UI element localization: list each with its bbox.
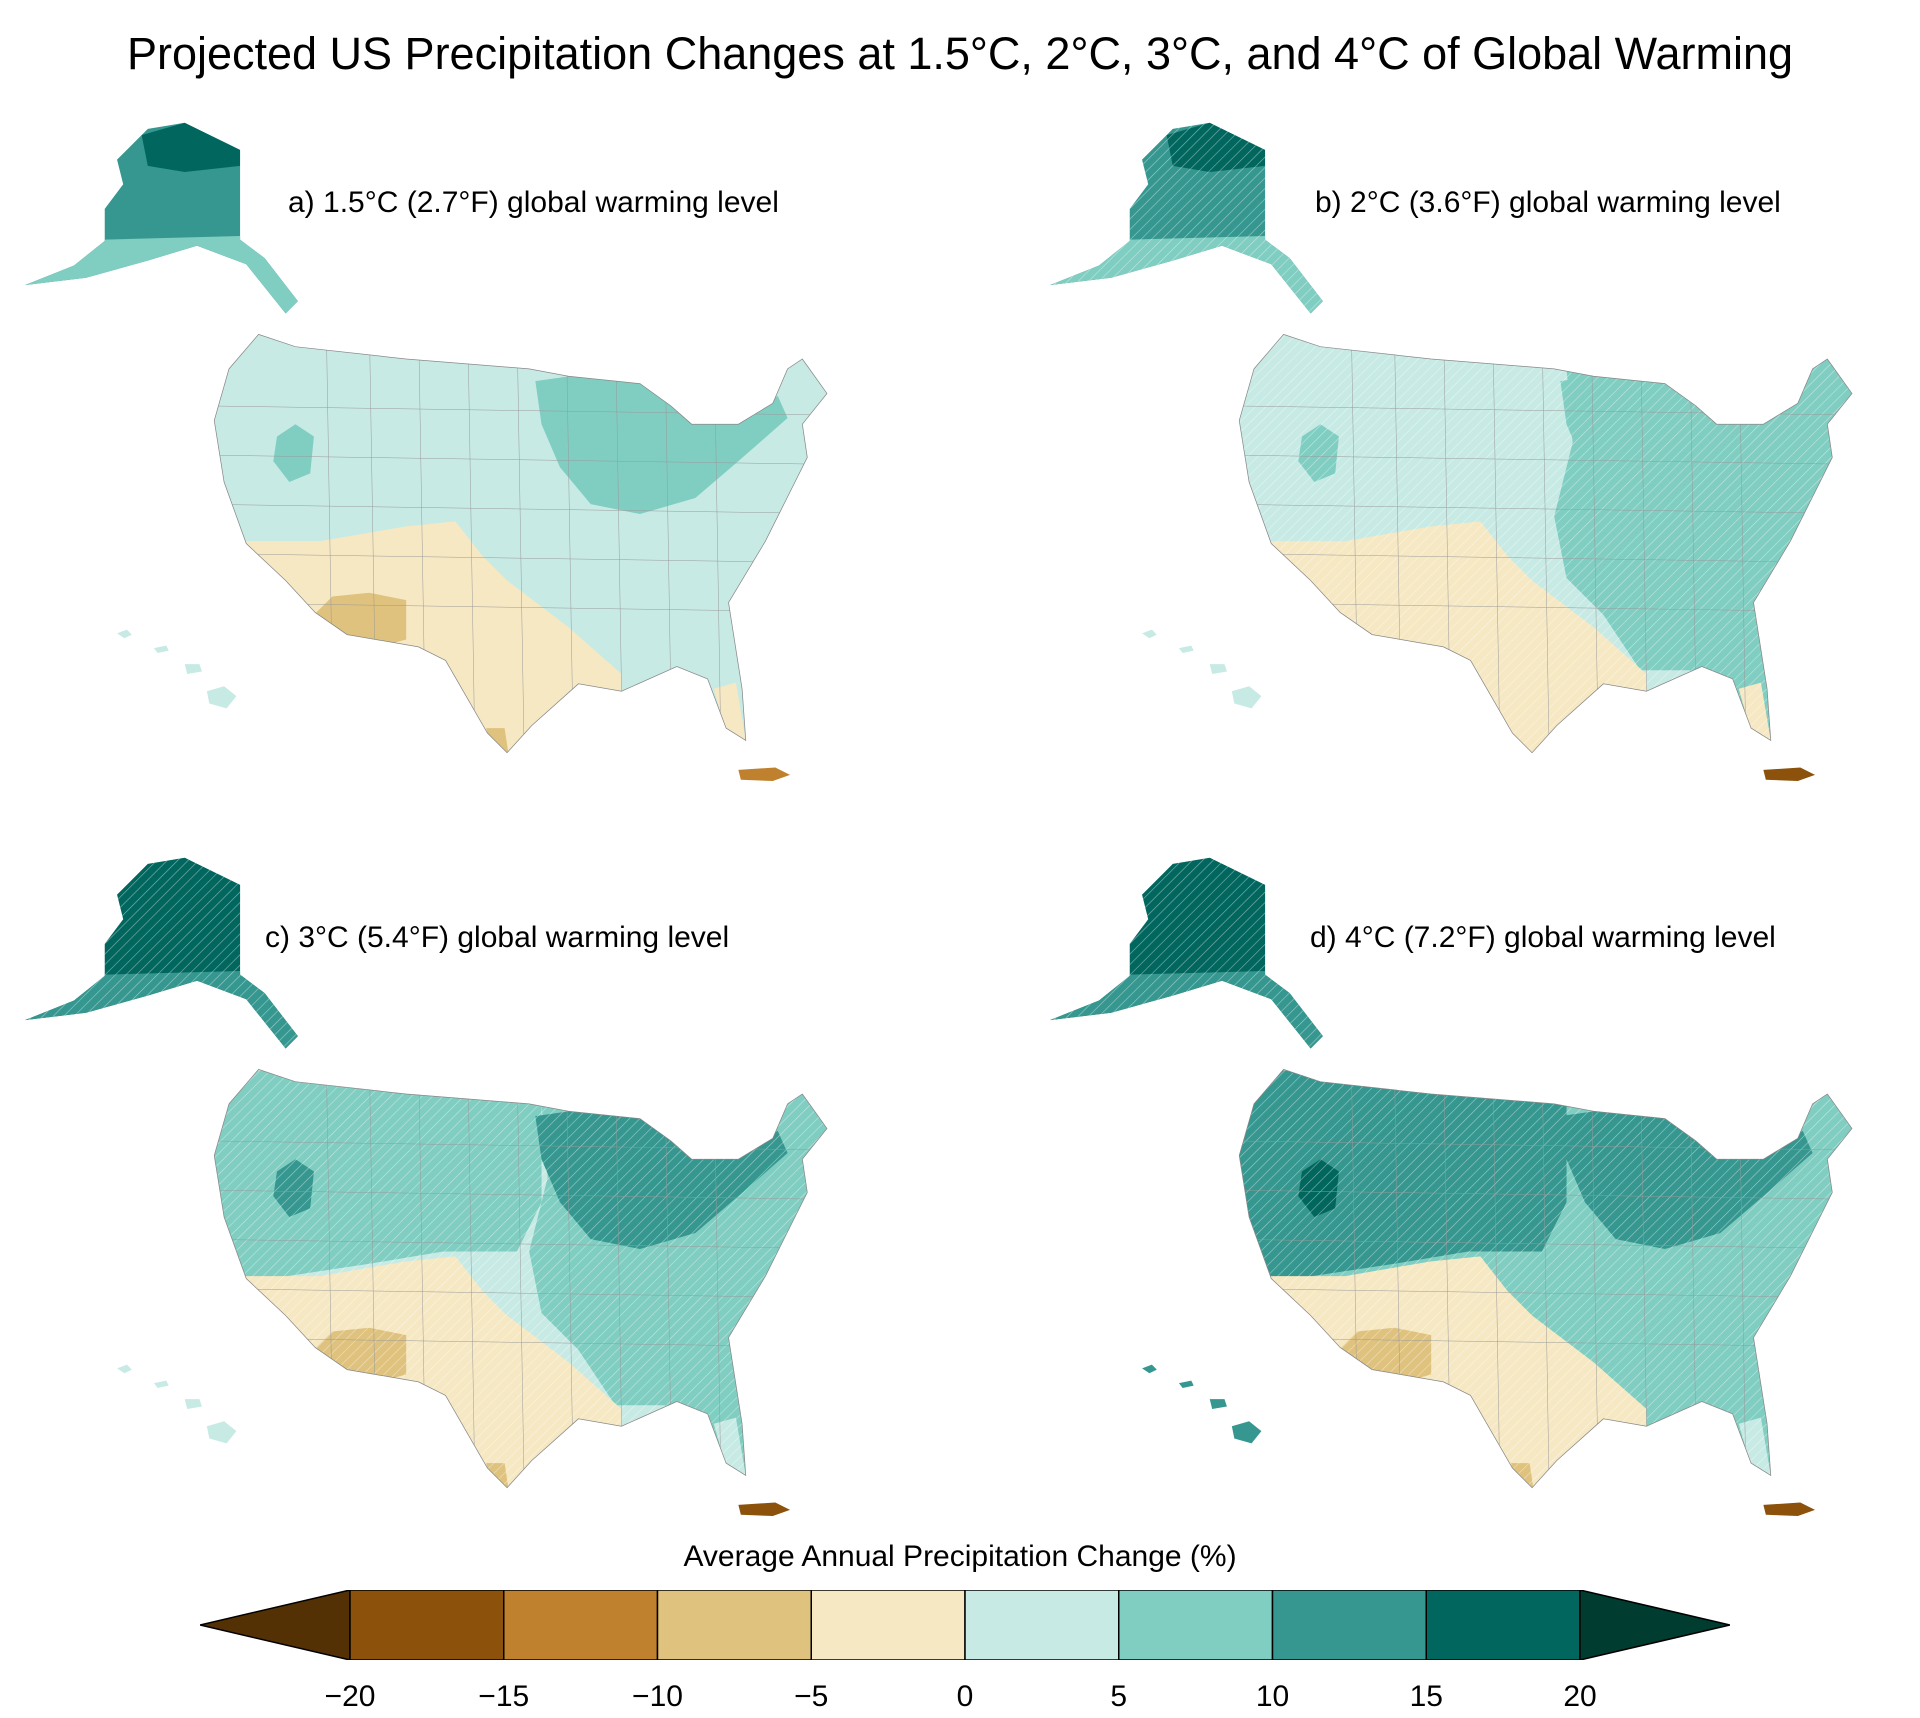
hawaii-island — [1178, 1380, 1194, 1389]
puerto-rico-region — [1763, 767, 1816, 782]
alaska-north-region — [141, 122, 241, 172]
puerto-rico-region — [1763, 1502, 1816, 1517]
hawaii-island — [184, 1399, 202, 1409]
alaska-hatch — [1049, 857, 1323, 1049]
region-fl — [713, 682, 746, 741]
puerto-rico-region — [738, 767, 791, 782]
panel-d: d) 4°C (7.2°F) global warming level — [1025, 843, 1920, 1532]
colorbar-bin-1 — [349, 1590, 505, 1660]
hawaii-island — [206, 686, 237, 709]
figure-title: Projected US Precipitation Changes at 1.… — [126, 28, 1794, 79]
hawaii-island — [1231, 686, 1262, 709]
hawaii-island — [206, 1421, 237, 1444]
panel-c: c) 3°C (5.4°F) global warming level — [0, 843, 960, 1532]
hawaii-island — [117, 1364, 132, 1374]
hawaii-island — [1209, 1399, 1227, 1409]
panel-b-label: b) 2°C (3.6°F) global warming level — [1315, 186, 1781, 219]
conus-outline — [1238, 1068, 1853, 1489]
hawaii-island — [117, 629, 132, 639]
panel-c-label: c) 3°C (5.4°F) global warming level — [265, 921, 730, 954]
conus-outline — [213, 333, 828, 754]
conus-outline — [213, 1068, 828, 1489]
puerto-rico-region — [738, 1502, 791, 1517]
map-panel-d — [1049, 857, 1853, 1517]
colorbar-bin-7 — [1271, 1590, 1427, 1660]
colorbar-tick-label: 15 — [1409, 1680, 1443, 1713]
region-ne — [535, 374, 788, 515]
colorbar-tick-label: −20 — [324, 1680, 376, 1713]
map-panel-b — [1049, 122, 1853, 782]
map-panel-c — [24, 857, 828, 1517]
hawaii-island — [1231, 1421, 1262, 1444]
hawaii-island — [1178, 645, 1194, 654]
colorbar-bin-5 — [964, 1590, 1120, 1660]
hawaii-island — [1142, 629, 1157, 639]
map-panel-a — [24, 122, 828, 782]
region-idaho — [273, 424, 314, 483]
alaska-south-region — [24, 235, 298, 314]
colorbar-title: Average Annual Precipitation Change (%) — [683, 1540, 1237, 1573]
panel-a-label: a) 1.5°C (2.7°F) global warming level — [288, 186, 779, 219]
conus-outline — [1238, 333, 1853, 754]
colorbar-extend-high — [1579, 1590, 1730, 1660]
colorbar-bin-8 — [1425, 1590, 1581, 1660]
hawaii-island — [153, 1380, 169, 1389]
alaska-hatch — [24, 857, 298, 1049]
alaska-hatch — [1049, 122, 1323, 314]
colorbar-bin-2 — [503, 1590, 659, 1660]
colorbar-tick-label: −5 — [794, 1680, 829, 1713]
colorbar — [200, 1590, 1730, 1660]
hawaii-island — [1142, 1364, 1157, 1374]
colorbar-bin-4 — [810, 1590, 966, 1660]
hawaii-island — [1209, 664, 1227, 674]
panel-b: b) 2°C (3.6°F) global warming level — [1025, 108, 1920, 797]
hawaii-island — [184, 664, 202, 674]
hawaii-island — [153, 645, 169, 654]
colorbar-tick-label: 20 — [1563, 1680, 1597, 1713]
colorbar-tick-label: −10 — [632, 1680, 683, 1713]
colorbar-extend-low — [200, 1590, 351, 1660]
colorbar-bin-6 — [1118, 1590, 1274, 1660]
colorbar-bin-3 — [656, 1590, 812, 1660]
panel-a: a) 1.5°C (2.7°F) global warming level — [0, 108, 960, 797]
colorbar-tick-label: 0 — [956, 1680, 974, 1713]
region-stx — [486, 728, 509, 753]
panel-d-label: d) 4°C (7.2°F) global warming level — [1310, 921, 1776, 954]
colorbar-tick-label: −15 — [478, 1680, 530, 1713]
colorbar-tick-label: 10 — [1255, 1680, 1290, 1713]
colorbar-tick-label: 5 — [1110, 1680, 1128, 1713]
